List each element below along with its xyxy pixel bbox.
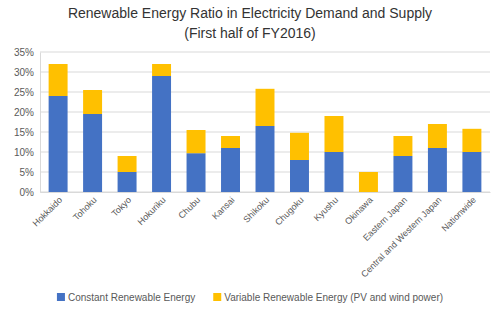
x-tick-label: Hokuriku xyxy=(136,195,168,227)
chart: Renewable Energy Ratio in Electricity De… xyxy=(0,0,500,309)
x-tick-label: Hokkaido xyxy=(31,195,65,229)
x-tick: Hokkaido xyxy=(31,192,65,229)
x-tick: Okinawa xyxy=(343,192,375,227)
x-tick: Tohoku xyxy=(71,192,99,222)
bar xyxy=(83,90,102,114)
series xyxy=(49,64,482,192)
y-tick-label: 15% xyxy=(14,127,34,138)
plot: 0% 5% 10% 15% 20% 25% 30% 35% HokkaidoTohoku Toky… xyxy=(14,47,491,280)
bar xyxy=(290,133,309,160)
x-tick-label: Chubu xyxy=(176,195,202,221)
x-tick-label: Kyushu xyxy=(312,195,340,223)
bar xyxy=(221,148,240,192)
x-tick: Tokyo xyxy=(110,192,134,219)
y-tick: 5% xyxy=(20,167,40,178)
bar xyxy=(324,152,343,192)
y-tick-label: 25% xyxy=(14,87,34,98)
bar xyxy=(359,172,378,192)
y-axis: 0% 5% 10% 15% 20% 25% 30% 35% xyxy=(14,47,41,198)
x-tick: Chubu xyxy=(176,192,202,221)
bar xyxy=(118,172,137,192)
legend-item: Variable Renewable Energy (PV and wind p… xyxy=(213,292,443,303)
title: Renewable Energy Ratio in Electricity De… xyxy=(68,5,432,21)
x-tick-label: Tohoku xyxy=(71,195,99,223)
x-tick: Shikoku xyxy=(241,192,271,225)
series xyxy=(49,76,482,192)
x-tick: Kyushu xyxy=(312,192,340,223)
y-tick-label: 0% xyxy=(20,187,35,198)
bar xyxy=(462,152,481,192)
grid-line xyxy=(40,72,490,73)
legend-item: Constant Renewable Energy xyxy=(57,292,195,303)
bar xyxy=(49,64,68,96)
x-tick-label: Nationwide xyxy=(439,195,478,234)
bar xyxy=(290,160,309,192)
legend-label: Constant Renewable Energy xyxy=(68,292,195,303)
y-tick: 35% xyxy=(14,47,40,58)
bar xyxy=(256,89,275,126)
x-tick-label: Chugoku xyxy=(273,195,306,228)
x-axis-line xyxy=(41,192,491,193)
y-axis-line xyxy=(40,53,41,193)
subtitle: (First half of FY2016) xyxy=(184,25,316,41)
legend-label: Variable Renewable Energy (PV and wind p… xyxy=(224,292,443,303)
y-tick-label: 30% xyxy=(14,67,34,78)
bar xyxy=(221,136,240,148)
bar xyxy=(49,96,68,192)
bar xyxy=(393,156,412,192)
y-tick: 20% xyxy=(14,107,40,118)
bar xyxy=(187,153,206,192)
x-tick: Nationwide xyxy=(439,192,478,233)
y-tick: 10% xyxy=(14,147,40,158)
bar xyxy=(462,129,481,152)
x-tick-label: Central and Western Japan xyxy=(359,195,443,279)
grid xyxy=(40,52,490,192)
x-tick: Kansai xyxy=(210,192,237,221)
bar xyxy=(83,114,102,192)
bar xyxy=(118,156,137,172)
y-tick: 0% xyxy=(20,187,40,198)
y-tick: 30% xyxy=(14,67,40,78)
bar xyxy=(428,148,447,192)
x-tick: Central and Western Japan xyxy=(359,192,443,279)
bar xyxy=(393,136,412,156)
x-tick-label: Shikoku xyxy=(241,195,271,225)
bar xyxy=(187,130,206,153)
x-tick-label: Okinawa xyxy=(343,195,375,227)
y-tick-label: 10% xyxy=(14,147,34,158)
x-tick: Hokuriku xyxy=(136,192,168,227)
grid-line xyxy=(40,52,490,53)
legend: Constant Renewable Energy Variable Renewa… xyxy=(57,292,443,303)
x-tick: Chugoku xyxy=(273,192,306,227)
bar xyxy=(428,124,447,148)
bar xyxy=(152,76,171,192)
legend-swatch xyxy=(213,293,221,301)
x-tick-label: Tokyo xyxy=(110,195,134,219)
y-tick-label: 20% xyxy=(14,107,34,118)
legend-swatch xyxy=(57,293,65,301)
y-tick: 15% xyxy=(14,127,40,138)
y-tick-label: 35% xyxy=(14,47,34,58)
bars xyxy=(49,64,482,192)
bar xyxy=(324,116,343,152)
x-tick-label: Kansai xyxy=(210,195,237,222)
x-axis: HokkaidoTohoku TokyoHokuriku Chubu KansaiSh… xyxy=(31,192,491,279)
bar xyxy=(152,64,171,76)
bar xyxy=(256,126,275,192)
y-tick: 25% xyxy=(14,87,40,98)
y-tick-label: 5% xyxy=(20,167,35,178)
